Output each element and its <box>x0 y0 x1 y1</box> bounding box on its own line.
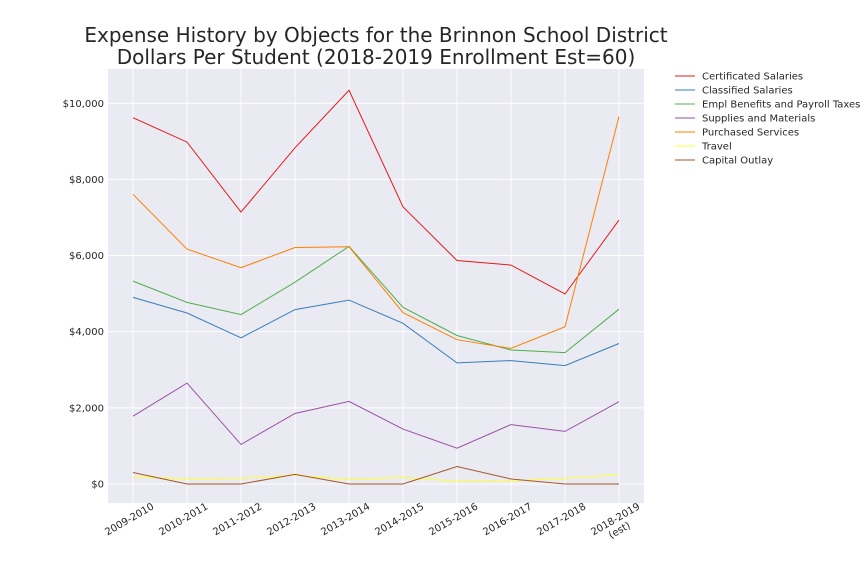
legend-label: Capital Outlay <box>702 156 773 167</box>
y-axis: $0 $2,000 $4,000 $6,000 $8,000 $10,000 <box>63 99 104 491</box>
plot-area <box>108 69 644 503</box>
chart-title-line-2: Dollars Per Student (2018-2019 Enrollmen… <box>117 45 636 69</box>
series-line-6 <box>132 465 619 485</box>
legend-label: Empl Benefits and Payroll Taxes <box>702 100 860 111</box>
legend: Certificated Salaries Classified Salaries… <box>675 72 860 167</box>
legend-label: Certificated Salaries <box>702 72 803 83</box>
chart-title-line-1: Expense History by Objects for the Brinn… <box>84 23 667 47</box>
series-line-2 <box>132 245 620 354</box>
y-tick-label: $8,000 <box>69 175 104 186</box>
grid <box>108 69 644 503</box>
legend-label: Travel <box>701 142 732 153</box>
series-line-0 <box>132 89 620 295</box>
series-line-3 <box>132 382 620 449</box>
y-tick-label: $0 <box>91 479 104 490</box>
chart-title: Expense History by Objects for the Brinn… <box>84 23 667 69</box>
series-lines <box>132 89 620 485</box>
y-tick-label: $4,000 <box>69 327 104 338</box>
y-tick-label: $2,000 <box>69 403 104 414</box>
series-line-4 <box>132 116 620 349</box>
y-tick-label: $10,000 <box>63 99 104 110</box>
legend-label: Purchased Services <box>702 128 799 139</box>
y-tick-label: $6,000 <box>69 251 104 262</box>
series-line-5 <box>132 474 620 482</box>
legend-label: Supplies and Materials <box>702 114 815 125</box>
series-line-1 <box>132 296 620 367</box>
legend-label: Classified Salaries <box>702 86 793 97</box>
